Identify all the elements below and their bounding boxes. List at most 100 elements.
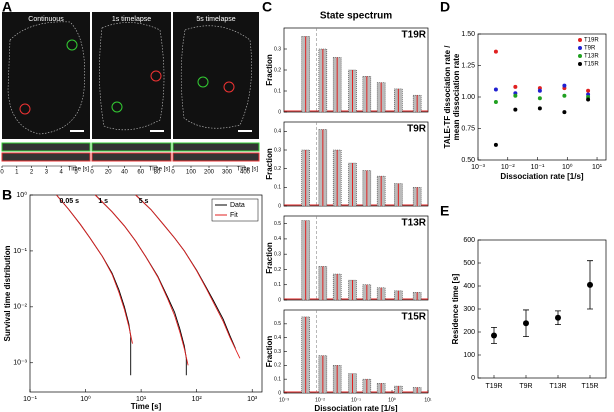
axis-label: Time [s] xyxy=(68,167,89,173)
curve xyxy=(56,194,133,344)
point xyxy=(513,107,518,112)
tick-label: 5 xyxy=(74,170,78,176)
y-axis-label: Survival time distribution xyxy=(3,245,12,341)
tick-label: 4 xyxy=(60,170,64,176)
legend-label: Data xyxy=(230,202,245,209)
cell-outline xyxy=(7,21,85,135)
image xyxy=(92,12,171,139)
y-tick-label: 0.2 xyxy=(274,363,281,369)
kymograph xyxy=(91,142,172,152)
curve xyxy=(56,194,132,376)
point xyxy=(537,106,542,111)
panel-sublabel: T19R xyxy=(402,30,427,41)
annotation: 1 s xyxy=(98,198,108,205)
x-tick-label: 10⁻² xyxy=(501,164,515,171)
legend-label: T9R xyxy=(584,46,596,52)
y-tick-label: 0.1 xyxy=(274,376,281,382)
y-tick-label: 600 xyxy=(463,237,475,244)
kymograph xyxy=(91,152,172,162)
cell-outline xyxy=(180,25,252,129)
point xyxy=(513,84,518,89)
tick-label: 0 xyxy=(90,170,94,176)
kymograph xyxy=(1,142,91,152)
legend-label: T19R xyxy=(584,38,599,44)
point xyxy=(493,142,498,147)
y-tick-label: 300 xyxy=(463,306,475,313)
x-tick-label: T19R xyxy=(485,383,502,390)
y-tick-label: 0.1 xyxy=(274,282,281,288)
y-tick-label: 0.5 xyxy=(274,321,281,327)
tick-label: 2 xyxy=(30,170,34,176)
y-tick-label: 0.75 xyxy=(461,125,475,132)
point xyxy=(493,49,498,54)
x-tick-label: 10⁻³ xyxy=(471,164,485,171)
y-tick-label: 0 xyxy=(278,390,281,396)
annotation: 5 s xyxy=(139,198,149,205)
tick-label: 80 xyxy=(154,170,161,176)
legend-label: T13R xyxy=(584,54,599,60)
tick-label: 3 xyxy=(45,170,49,176)
y-tick-label: 0.5 xyxy=(274,221,281,227)
y-tick-label: 0.3 xyxy=(274,349,281,355)
y-axis-label: TALE-TF dissociation rate / xyxy=(443,45,452,149)
panel-sublabel: T13R xyxy=(402,218,427,229)
y-axis-label: mean dissociation rate xyxy=(452,53,461,140)
x-tick-label: 10⁰ xyxy=(80,395,91,403)
point xyxy=(493,100,498,105)
tick-label: 300 xyxy=(222,170,233,176)
tick-label: 100 xyxy=(186,170,197,176)
image-title: Continuous xyxy=(28,16,64,23)
y-tick-label: 0.4 xyxy=(274,335,281,341)
point xyxy=(491,332,497,339)
legend-label: Fit xyxy=(230,212,238,219)
tick-label: 200 xyxy=(204,170,215,176)
panel-a-images xyxy=(1,12,260,162)
y-tick-label: 10⁻³ xyxy=(13,360,27,367)
y-tick-label: 0 xyxy=(278,109,281,115)
tick-label: 60 xyxy=(137,170,144,176)
y-axis-label: Fraction xyxy=(265,242,274,274)
legend-label: T15R xyxy=(584,62,599,68)
y-tick-label: 0 xyxy=(471,375,475,382)
legend-swatch xyxy=(578,54,582,58)
curve xyxy=(94,194,189,366)
curve xyxy=(94,194,187,376)
point xyxy=(537,88,542,93)
y-tick-label: 0.1 xyxy=(274,88,281,94)
x-tick-label: T9R xyxy=(519,383,532,390)
x-tick-label: 10² xyxy=(192,396,203,403)
x-tick-label: 10¹ xyxy=(424,397,432,403)
tick-label: 0 xyxy=(171,170,175,176)
y-tick-label: 0.1 xyxy=(274,185,281,191)
marker xyxy=(223,81,235,93)
y-tick-label: 0.2 xyxy=(274,67,281,73)
y-tick-label: 0.4 xyxy=(274,236,281,242)
marker xyxy=(66,39,78,51)
y-tick-label: 400 xyxy=(463,283,475,290)
x-tick-label: 10⁰ xyxy=(388,397,396,403)
panel-sublabel: T15R xyxy=(402,312,427,323)
tick-label: 40 xyxy=(121,170,128,176)
x-axis-label: Time [s] xyxy=(131,402,162,411)
y-tick-label: 0.4 xyxy=(274,129,281,135)
y-tick-label: 1.00 xyxy=(461,94,475,101)
y-tick-label: 0 xyxy=(278,297,281,303)
image-title: 1s timelapse xyxy=(112,16,151,23)
x-tick-label: 10¹ xyxy=(592,164,603,171)
y-axis-label: Fraction xyxy=(265,336,274,368)
chart-title: State spectrum xyxy=(320,11,392,22)
x-tick-label: 10⁻¹ xyxy=(23,396,37,403)
y-tick-label: 100 xyxy=(463,352,475,359)
kymograph xyxy=(172,142,260,152)
point xyxy=(562,93,567,98)
tick-label: 400 xyxy=(240,170,251,176)
point xyxy=(493,87,498,92)
axis-label: Time [s] xyxy=(237,167,258,173)
y-tick-label: 0.3 xyxy=(274,147,281,153)
point xyxy=(537,96,542,101)
panel-label: E xyxy=(440,203,449,219)
y-tick-label: 0.2 xyxy=(274,166,281,172)
y-axis-label: Fraction xyxy=(265,148,274,180)
x-tick-label: T15R xyxy=(581,383,598,390)
